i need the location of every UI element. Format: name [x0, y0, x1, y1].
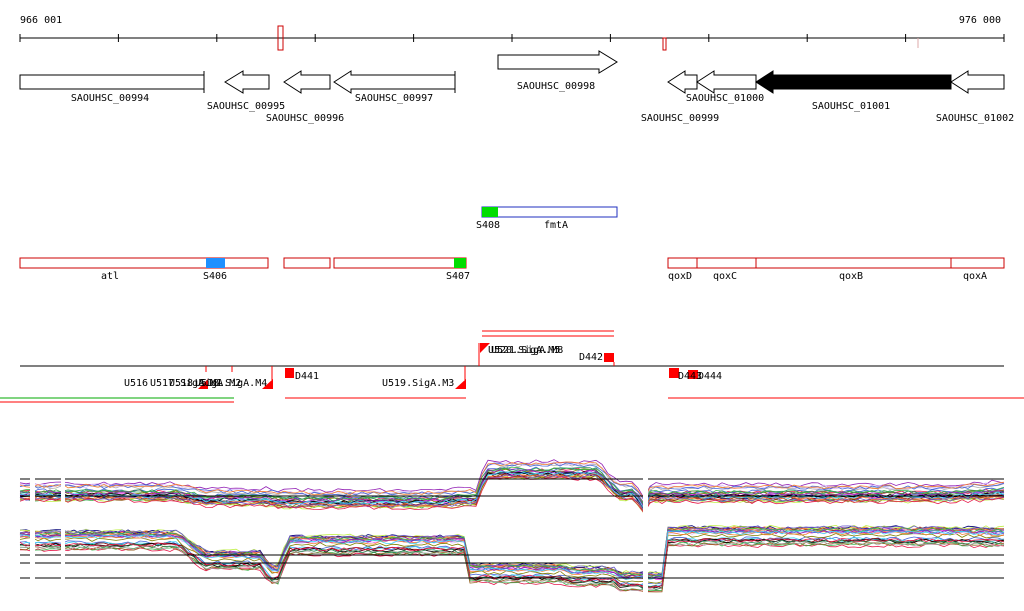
operon-fmtA[interactable]: S408 fmtA: [476, 206, 618, 231]
gene-track: SAOUHSC_00994 SAOUHSC_00995 SAOUHSC_0099…: [19, 50, 1014, 124]
promoter-marker[interactable]: [455, 379, 466, 389]
gene-SAOUHSC_01001[interactable]: SAOUHSC_01001: [755, 70, 952, 112]
operon-label: atl: [101, 271, 119, 282]
expression-line: [19, 462, 1005, 501]
gene-SAOUHSC_00994[interactable]: SAOUHSC_00994: [19, 71, 205, 104]
gene-label: SAOUHSC_01000: [686, 93, 764, 104]
expression-lines: [19, 459, 1005, 593]
terminator-D442[interactable]: [604, 353, 614, 362]
gene-arrow[interactable]: [696, 70, 757, 94]
ruler-ticks: [19, 34, 1005, 42]
expression-line: [19, 475, 1005, 512]
gene-label: SAOUHSC_00997: [355, 93, 433, 104]
site-label: S406: [203, 271, 227, 282]
gene-arrow[interactable]: [224, 70, 270, 94]
operon-label: fmtA: [544, 220, 568, 231]
gene-SAOUHSC_01000[interactable]: SAOUHSC_01000: [686, 70, 764, 104]
gene-SAOUHSC_01002[interactable]: SAOUHSC_01002: [936, 70, 1014, 124]
site-label: S408: [476, 220, 500, 231]
gene-label: SAOUHSC_00994: [71, 93, 149, 104]
promoter-marker[interactable]: [262, 379, 273, 389]
feature-label: D444: [698, 371, 722, 382]
coordinate-ruler: 966 001 976 000: [19, 15, 1005, 51]
expression-line: [19, 543, 1005, 592]
feature-track: U516 U517.SigA.M1 U518.SigA.M2 U518.SigA…: [0, 330, 1024, 403]
operon-label: qoxD: [668, 271, 692, 282]
expression-gap: [61, 470, 65, 590]
gene-SAOUHSC_00998[interactable]: SAOUHSC_00998: [497, 50, 618, 92]
expression-line: [19, 541, 1005, 592]
gene-shape[interactable]: [19, 74, 205, 90]
expression-line: [19, 533, 1005, 584]
gene-label: SAOUHSC_00998: [517, 81, 595, 92]
gene-arrow[interactable]: [333, 70, 456, 94]
feature-label: D441: [295, 371, 319, 382]
gene-arrow[interactable]: [950, 70, 1005, 94]
operon-label: qoxC: [713, 271, 737, 282]
expression-gap: [30, 470, 35, 590]
expression-gap: [643, 440, 648, 600]
gene-SAOUHSC_00997[interactable]: SAOUHSC_00997: [333, 70, 456, 104]
feature-label: U519.SigA.M3: [382, 378, 454, 389]
terminator-D441[interactable]: [285, 368, 294, 378]
ruler-marker: [662, 37, 667, 51]
gene-arrow[interactable]: [497, 50, 618, 74]
feature-label: D443: [678, 371, 702, 382]
gene-label: SAOUHSC_00995: [207, 101, 285, 112]
operon-box[interactable]: [333, 257, 467, 269]
expression-line: [19, 530, 1005, 580]
operon-track: atl S406 S407 qoxD qoxC qoxB qoxA: [19, 257, 1005, 282]
operon-S407[interactable]: S407: [333, 257, 470, 282]
feature-label: U520.SigA.M5: [488, 345, 560, 356]
feature-label: U518.SigA.M2: [169, 378, 241, 389]
site-S406[interactable]: [206, 258, 225, 268]
expression-line: [19, 476, 1005, 514]
feature-label: U516: [124, 378, 148, 389]
ruler-start-label: 966 001: [20, 15, 62, 26]
operon-qox[interactable]: qoxD qoxC qoxB qoxA: [667, 257, 1005, 282]
operon-box[interactable]: [283, 257, 331, 269]
site-S408[interactable]: [482, 207, 498, 217]
gene-label: SAOUHSC_00999: [641, 113, 719, 124]
expression-track: [19, 440, 1005, 600]
gene-label: SAOUHSC_00996: [266, 113, 344, 124]
operon-box[interactable]: [19, 257, 269, 269]
ruler-marker: [277, 25, 284, 51]
expression-line: [19, 474, 1005, 512]
gene-arrow[interactable]: [667, 70, 698, 94]
gene-SAOUHSC_00996[interactable]: SAOUHSC_00996: [266, 70, 344, 124]
gene-arrow[interactable]: [755, 70, 952, 94]
ruler-end-label: 976 000: [959, 15, 1001, 26]
feature-label: D442: [579, 352, 603, 363]
expression-line: [19, 529, 1005, 580]
operon-atl[interactable]: atl S406: [19, 257, 269, 282]
promoter-marker[interactable]: [198, 379, 208, 389]
expression-line: [19, 529, 1005, 580]
gene-label: SAOUHSC_01002: [936, 113, 1014, 124]
gene-label: SAOUHSC_01001: [812, 101, 890, 112]
operon-box[interactable]: [481, 206, 618, 218]
site-label: S407: [446, 271, 470, 282]
feature-label: U518.SigA.M4: [195, 378, 267, 389]
operon-box[interactable]: [667, 257, 1005, 269]
feature-label: U517.SigA.M1: [150, 378, 222, 389]
site-S407[interactable]: [454, 258, 466, 268]
gene-arrow[interactable]: [283, 70, 331, 94]
gene-SAOUHSC_00995[interactable]: SAOUHSC_00995: [207, 70, 285, 112]
feature-label: U521.SigA.M8: [491, 345, 563, 356]
operon-label: qoxA: [963, 271, 987, 282]
terminator-D444[interactable]: [688, 370, 698, 379]
promoter-marker[interactable]: [480, 343, 490, 353]
terminator-D443[interactable]: [669, 368, 679, 378]
expression-line: [19, 461, 1005, 499]
operon-label: qoxB: [839, 271, 863, 282]
